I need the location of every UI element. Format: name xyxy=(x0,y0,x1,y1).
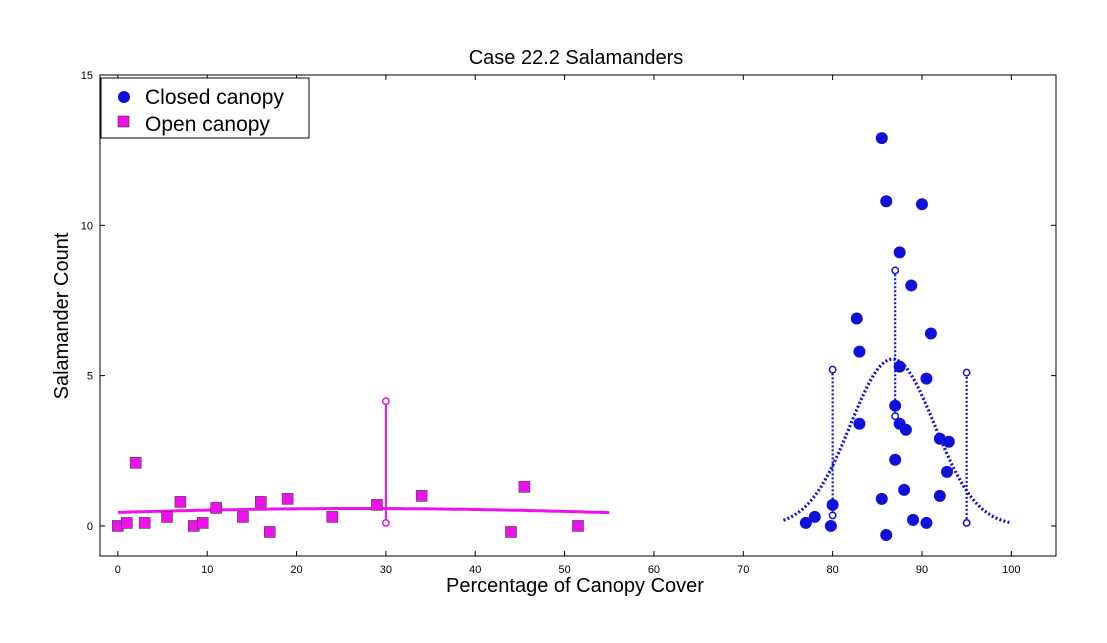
closed-canopy-point xyxy=(853,417,866,430)
x-tick-label: 70 xyxy=(737,564,749,576)
open-canopy-point xyxy=(237,511,249,523)
x-tick-label: 30 xyxy=(380,564,392,576)
reference-line-end-marker xyxy=(381,397,390,406)
open-canopy-point xyxy=(129,457,142,469)
open-canopy-point xyxy=(255,496,267,508)
closed-canopy-point xyxy=(808,510,821,523)
closed-canopy-point xyxy=(853,345,866,358)
legend-box xyxy=(100,77,310,139)
open-canopy-point xyxy=(161,511,173,523)
y-axis-title: Salamander Count xyxy=(51,232,73,399)
closed-canopy-point xyxy=(880,528,893,541)
closed-canopy-point xyxy=(826,498,839,511)
closed-canopy-point xyxy=(920,516,933,529)
legend: Closed canopy Open canopy xyxy=(100,77,310,139)
closed-canopy-point xyxy=(924,327,937,340)
open-canopy-point xyxy=(505,526,517,538)
plot-frame xyxy=(99,74,1057,557)
closed-canopy-point xyxy=(893,360,906,373)
chart-title: Case 22.2 Salamanders xyxy=(469,47,684,69)
open-canopy-point xyxy=(518,481,531,493)
y-tick-label: 10 xyxy=(81,220,93,232)
closed-canopy-fit-curve xyxy=(782,357,1012,525)
closed-canopy-point xyxy=(799,516,812,529)
y-tick-label: 15 xyxy=(81,70,93,82)
x-tick-label: 80 xyxy=(827,564,839,576)
x-tick-label: 100 xyxy=(1002,564,1020,576)
legend-closed-marker xyxy=(118,91,130,103)
reference-line-end-marker xyxy=(381,518,390,527)
closed-canopy-point xyxy=(875,492,888,505)
closed-canopy-point xyxy=(850,312,863,325)
closed-canopy-point xyxy=(875,132,888,145)
open-canopy-point xyxy=(174,496,187,508)
legend-closed-label: Closed canopy xyxy=(145,86,284,109)
x-axis-title: Percentage of Canopy Cover xyxy=(446,575,704,597)
open-canopy-point xyxy=(415,490,428,502)
legend-open-label: Open canopy xyxy=(145,113,270,136)
closed-canopy-point xyxy=(907,513,920,526)
open-canopy-point xyxy=(138,517,151,529)
x-tick-label: 90 xyxy=(916,564,928,576)
reference-line-end-marker xyxy=(891,412,900,421)
closed-canopy-point xyxy=(880,195,893,208)
open-canopy-point xyxy=(263,526,276,538)
x-tick-label: 60 xyxy=(648,564,660,576)
y-tick-label: 5 xyxy=(87,371,93,383)
reference-line-end-marker xyxy=(962,518,971,527)
x-tick-label: 0 xyxy=(115,564,121,576)
open-canopy-point xyxy=(572,520,584,532)
closed-canopy-point xyxy=(942,435,955,448)
closed-canopy-point xyxy=(905,279,918,292)
open-canopy-fit-curve xyxy=(117,507,610,515)
closed-canopy-point xyxy=(824,519,837,532)
reference-line-end-marker xyxy=(891,266,900,275)
reference-line-end-marker xyxy=(828,511,837,520)
closed-canopy-point xyxy=(889,399,902,412)
reference-line-end-marker xyxy=(962,368,971,377)
open-canopy-point xyxy=(196,517,209,529)
closed-canopy-point xyxy=(940,465,953,478)
closed-canopy-point xyxy=(915,198,928,211)
reference-line-end-marker xyxy=(828,365,837,374)
x-tick-label: 50 xyxy=(558,564,570,576)
y-tick-label: 0 xyxy=(87,521,93,533)
x-tick-label: 40 xyxy=(469,564,481,576)
closed-canopy-point xyxy=(889,453,902,466)
x-tick-label: 20 xyxy=(290,564,302,576)
closed-canopy-point xyxy=(898,483,911,496)
plot-area xyxy=(112,132,1012,541)
open-canopy-point xyxy=(121,517,133,529)
legend-open-marker xyxy=(117,115,130,128)
closed-canopy-point xyxy=(893,246,906,259)
closed-canopy-point xyxy=(920,372,933,385)
open-canopy-point xyxy=(371,499,383,511)
closed-canopy-point xyxy=(933,489,946,502)
open-canopy-point xyxy=(210,502,222,514)
closed-canopy-point xyxy=(899,423,912,436)
open-canopy-point xyxy=(281,493,294,505)
x-tick-label: 10 xyxy=(201,564,213,576)
open-canopy-point xyxy=(326,511,339,523)
axes: 0 10 20 30 40 50 60 70 80 90 100 0 5 10 15 xyxy=(81,70,1056,576)
